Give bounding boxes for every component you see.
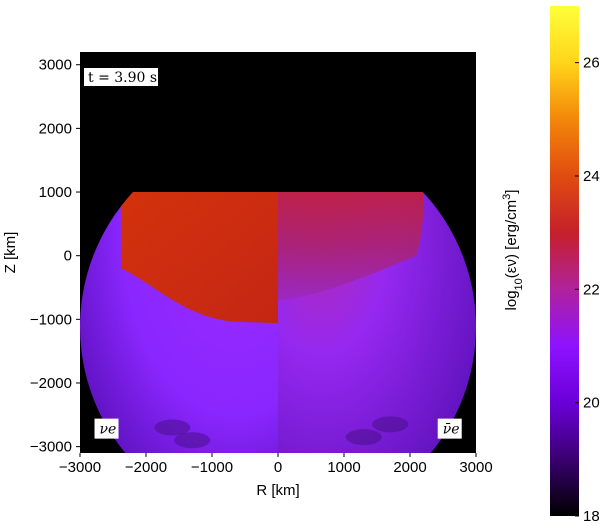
colorbar-label: log10(εν) [erg/cm3]: [501, 190, 525, 311]
y-axis-ticks: 3000 2000 1000 0 −1000 −2000 −3000: [30, 57, 80, 456]
colorbar-tick-label: 18: [583, 508, 600, 525]
emissivity-map: [80, 192, 476, 453]
dark-feature: [372, 416, 409, 433]
x-axis-label: R [km]: [256, 482, 299, 499]
y-tick-label: −1000: [30, 311, 72, 328]
x-tick-label: −2000: [125, 459, 167, 476]
y-tick-label: 2000: [39, 120, 72, 137]
nu-e-label: νe: [100, 422, 117, 438]
time-label: t = 3.90 s: [88, 70, 157, 86]
anti-nu-e-label: ν̄e: [443, 422, 460, 438]
nu-e-label-box: [94, 418, 119, 439]
colorbar-tick-label: 24: [583, 168, 600, 185]
anti-nu-e-label-box: [437, 418, 462, 439]
y-tick-label: 0: [64, 248, 72, 265]
dark-feature: [174, 432, 211, 449]
x-tick-label: 0: [274, 459, 282, 476]
colorbar-ticks: 26 24 22 20 18: [575, 55, 600, 525]
y-tick-label: −3000: [30, 439, 72, 456]
x-tick-label: 3000: [459, 459, 492, 476]
y-tick-label: 1000: [39, 184, 72, 201]
x-tick-label: 2000: [393, 459, 426, 476]
time-label-box: [84, 68, 158, 86]
y-axis-label: Z [km]: [2, 232, 19, 274]
anti-nu-e-inner-region: [278, 192, 424, 301]
dark-feature: [345, 429, 382, 446]
x-axis-ticks: −3000 −2000 −1000 0 1000 2000 3000: [59, 453, 493, 476]
colorbar-tick-label: 20: [583, 395, 600, 412]
colorbar-tick-label: 22: [583, 281, 600, 298]
colorbar: [550, 6, 579, 516]
x-tick-label: −1000: [191, 459, 233, 476]
x-tick-label: −3000: [59, 459, 101, 476]
colorbar-tick-label: 26: [583, 55, 600, 72]
y-tick-label: −2000: [30, 375, 72, 392]
y-tick-label: 3000: [39, 57, 72, 74]
x-tick-label: 1000: [327, 459, 360, 476]
nu-e-inner-region: [120, 192, 278, 324]
dark-feature: [154, 419, 191, 436]
